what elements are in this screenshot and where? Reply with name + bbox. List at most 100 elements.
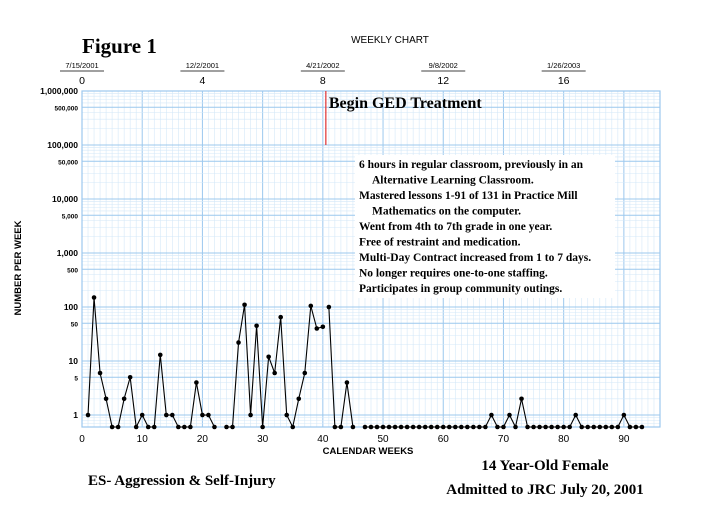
y-tick-label: 500,000 — [55, 105, 79, 112]
data-point — [97, 370, 103, 376]
x-axis-ticks: 0 10 20 30 40 50 60 70 80 90 — [79, 434, 630, 445]
data-point — [368, 424, 374, 430]
top-axis-date: 12/2/2001 — [186, 61, 219, 70]
data-point — [404, 424, 410, 430]
data-point — [477, 424, 482, 430]
annotation-line: 6 hours in regular classroom, previously… — [359, 159, 584, 171]
footer-subject-label: 14 Year-Old Female — [481, 458, 609, 474]
data-point — [489, 412, 494, 418]
data-point — [139, 412, 145, 418]
x-axis-label: CALENDAR WEEKS — [323, 446, 414, 457]
data-point — [236, 340, 241, 345]
annotation-box — [355, 155, 615, 298]
x-tick-label: 50 — [377, 434, 389, 445]
top-axis-label: 8 — [320, 75, 326, 87]
y-tick-label: 10 — [69, 356, 79, 366]
x-tick-label: 0 — [79, 434, 85, 445]
data-point — [603, 424, 609, 430]
data-point — [278, 314, 283, 320]
y-tick-label: 500 — [67, 267, 78, 274]
data-point — [525, 424, 530, 430]
data-point — [591, 424, 597, 430]
data-point — [531, 424, 536, 430]
y-tick-label: 1,000 — [57, 248, 79, 258]
x-tick-label: 20 — [197, 434, 209, 445]
data-point — [290, 424, 296, 430]
series-line — [87, 297, 215, 429]
x-tick-label: 80 — [558, 434, 570, 445]
data-point — [350, 424, 356, 430]
data-point — [230, 424, 235, 430]
data-point — [621, 412, 627, 418]
data-point — [308, 303, 314, 309]
data-point — [639, 424, 645, 430]
data-point — [109, 424, 115, 430]
y-tick-label: 1,000,000 — [40, 86, 78, 96]
data-point — [194, 380, 199, 385]
y-tick-label: 5,000 — [62, 213, 79, 220]
top-axis-label: 12 — [437, 75, 449, 87]
data-point — [314, 326, 320, 331]
x-tick-label: 90 — [618, 434, 630, 445]
annotation-line: Alternative Learning Classroom. — [372, 175, 534, 187]
data-point — [332, 424, 338, 430]
top-axis-label: 16 — [558, 75, 570, 87]
data-point — [145, 424, 151, 430]
data-point — [344, 380, 350, 385]
annotation-line: Free of restraint and medication. — [359, 237, 521, 249]
data-point — [609, 424, 615, 430]
data-point — [627, 424, 633, 430]
x-tick-label: 30 — [257, 434, 269, 445]
data-point — [483, 424, 488, 430]
data-point — [422, 424, 428, 430]
y-tick-label: 50,000 — [58, 159, 78, 166]
y-tick-label: 5 — [74, 375, 78, 382]
data-point — [121, 396, 127, 402]
data-point — [513, 424, 518, 430]
y-tick-label: 100 — [64, 302, 78, 312]
annotation-line: No longer requires one-to-one staffing. — [359, 268, 548, 280]
data-point — [446, 424, 452, 430]
y-axis-ticks: 1 5 10 50 100 500 1,000 5,000 10,000 50,000 100,00… — [40, 86, 78, 420]
data-point — [374, 424, 380, 430]
annotation-text: 6 hours in regular classroom, previously… — [359, 159, 591, 295]
data-point — [284, 412, 290, 418]
data-point — [182, 424, 187, 430]
chart-title: WEEKLY CHART — [351, 35, 429, 46]
data-point — [362, 424, 368, 430]
top-axis-label: 0 — [79, 75, 85, 87]
data-point — [176, 424, 181, 430]
top-axis-date: 4/21/2002 — [306, 61, 339, 70]
data-point — [200, 412, 205, 418]
data-point — [242, 302, 247, 308]
data-point — [296, 396, 302, 402]
data-point — [561, 424, 566, 430]
figure-label: Figure 1 — [82, 34, 157, 58]
data-point — [260, 424, 265, 430]
data-point — [212, 424, 217, 430]
data-point — [248, 412, 253, 418]
data-point — [452, 424, 458, 430]
data-point — [398, 424, 404, 430]
data-point — [573, 412, 579, 418]
data-point — [386, 424, 392, 430]
data-point — [103, 396, 109, 402]
top-axis-label: 4 — [199, 75, 205, 87]
data-point — [543, 424, 548, 430]
data-point — [224, 424, 229, 430]
data-point — [410, 424, 416, 430]
phase-label: Begin GED Treatment — [329, 95, 483, 112]
data-point — [206, 412, 211, 418]
annotation-line: Participates in group community outings. — [359, 283, 562, 295]
data-point — [597, 424, 603, 430]
data-point — [615, 424, 621, 430]
y-tick-label: 50 — [71, 321, 79, 328]
footer-left-label: ES- Aggression & Self-Injury — [88, 473, 276, 489]
x-tick-label: 40 — [317, 434, 329, 445]
data-point — [302, 370, 308, 376]
data-point — [428, 424, 434, 430]
data-point — [127, 374, 133, 380]
y-tick-label: 100,000 — [47, 140, 78, 150]
data-point — [579, 424, 585, 430]
